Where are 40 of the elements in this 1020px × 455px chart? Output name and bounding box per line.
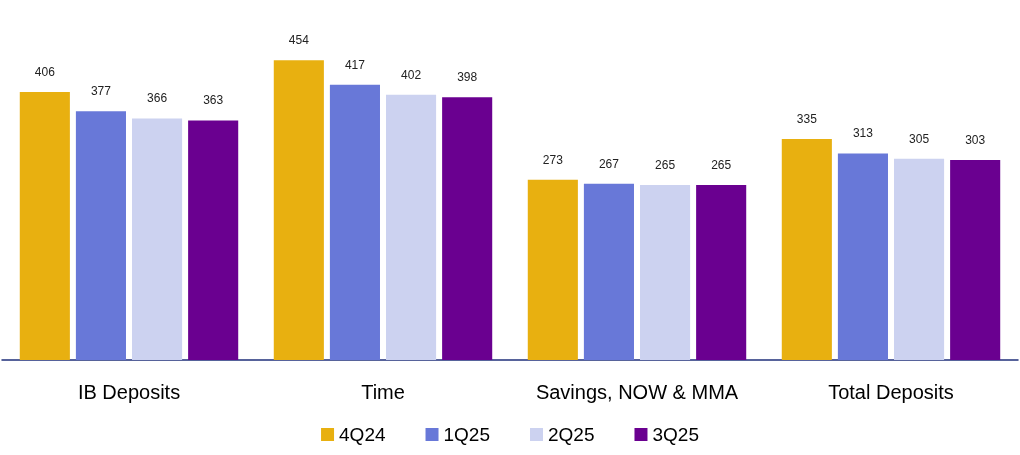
data-label: 417 bbox=[344, 57, 366, 72]
x-tick-label: Time bbox=[361, 381, 405, 403]
bar bbox=[273, 60, 324, 360]
legend-label: 4Q24 bbox=[339, 424, 386, 445]
data-label: 265 bbox=[655, 158, 676, 173]
x-tick-label: Savings, NOW & MMA bbox=[535, 381, 739, 403]
bar bbox=[442, 97, 493, 360]
data-label: 267 bbox=[598, 156, 620, 171]
bar bbox=[19, 92, 70, 360]
bar bbox=[527, 179, 578, 360]
legend-label: 2Q25 bbox=[548, 424, 595, 445]
bar bbox=[386, 94, 437, 360]
x-tick-label: Total Deposits bbox=[828, 381, 954, 403]
data-label: 273 bbox=[542, 152, 564, 167]
data-label: 363 bbox=[203, 93, 224, 108]
data-label: 402 bbox=[401, 67, 422, 82]
x-tick-label: IB Deposits bbox=[77, 381, 181, 403]
data-label: 366 bbox=[147, 91, 168, 106]
data-label: 305 bbox=[909, 131, 930, 146]
legend-label: 3Q25 bbox=[652, 424, 699, 445]
bar bbox=[894, 158, 945, 360]
bar bbox=[188, 120, 239, 360]
data-label: 313 bbox=[852, 126, 874, 141]
bar bbox=[837, 153, 888, 360]
data-label: 265 bbox=[711, 158, 732, 173]
data-label: 406 bbox=[34, 65, 56, 80]
bar bbox=[75, 111, 126, 360]
data-label: 303 bbox=[965, 133, 986, 148]
bar bbox=[329, 84, 380, 360]
bar bbox=[583, 183, 634, 360]
bar bbox=[781, 138, 832, 360]
data-label: 377 bbox=[90, 84, 112, 99]
data-label: 335 bbox=[796, 111, 818, 126]
data-label: 454 bbox=[288, 33, 310, 48]
bar bbox=[132, 118, 183, 360]
bar bbox=[950, 160, 1001, 360]
bar bbox=[640, 185, 691, 360]
data-label: 398 bbox=[457, 70, 478, 85]
legend-label: 1Q25 bbox=[443, 424, 490, 445]
bar bbox=[696, 185, 747, 360]
